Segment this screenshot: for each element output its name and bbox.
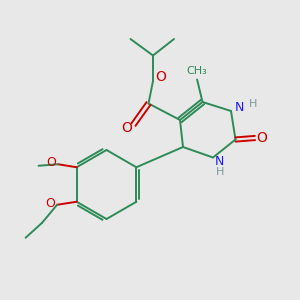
Text: N: N [235,101,244,114]
Text: O: O [155,70,166,84]
Text: N: N [215,154,224,168]
Text: O: O [46,197,56,210]
Text: O: O [122,121,132,135]
Text: O: O [256,131,267,145]
Text: H: H [215,167,224,177]
Text: H: H [248,99,257,110]
Text: O: O [46,156,56,169]
Text: CH₃: CH₃ [187,66,208,76]
